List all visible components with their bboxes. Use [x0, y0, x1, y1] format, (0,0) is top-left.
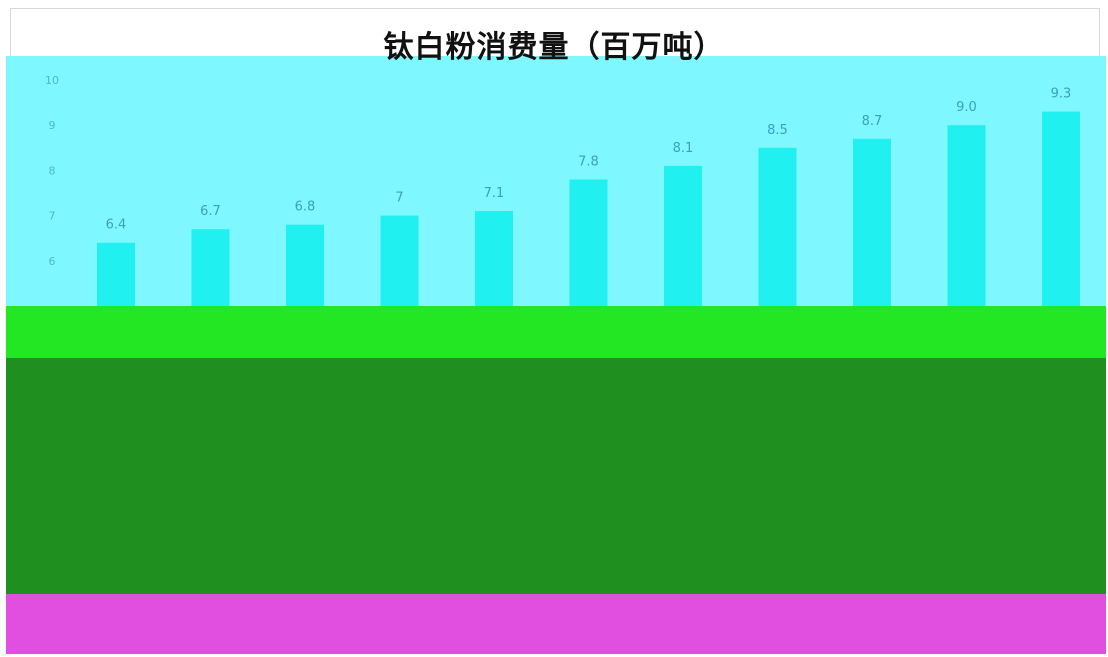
lower-panel-header — [6, 306, 1106, 358]
footer-panel — [6, 594, 1106, 654]
y-tick-label: 10 — [45, 74, 59, 87]
bar — [191, 229, 230, 306]
chart-title: 钛白粉消费量（百万吨） — [383, 30, 725, 65]
bar-value-label: 8.7 — [862, 114, 883, 129]
bar-value-label: 6.7 — [200, 204, 221, 219]
bar-value-label: 7 — [395, 191, 403, 206]
bar-value-label: 9.0 — [956, 100, 977, 115]
bar — [286, 224, 324, 306]
plot-area — [6, 56, 1106, 306]
y-tick-label: 9 — [49, 119, 56, 132]
bar-value-label: 6.4 — [106, 218, 127, 233]
y-tick-label: 6 — [49, 255, 56, 268]
bar-value-label: 6.8 — [295, 200, 316, 215]
bar — [853, 138, 891, 306]
bar — [97, 242, 135, 306]
bar-value-label: 7.1 — [484, 186, 505, 201]
bar — [1042, 111, 1080, 306]
bar — [758, 147, 797, 306]
bar-value-label: 8.5 — [767, 123, 788, 138]
y-tick-label: 7 — [49, 210, 56, 223]
bar — [475, 211, 513, 306]
bar-value-label: 7.8 — [578, 154, 599, 169]
bar — [947, 125, 986, 306]
bar — [569, 179, 608, 306]
bar — [380, 215, 419, 306]
bar-value-label: 9.3 — [1051, 87, 1072, 102]
bar-value-label: 8.1 — [673, 141, 694, 156]
y-tick-label: 8 — [49, 164, 56, 177]
bar — [664, 165, 702, 306]
